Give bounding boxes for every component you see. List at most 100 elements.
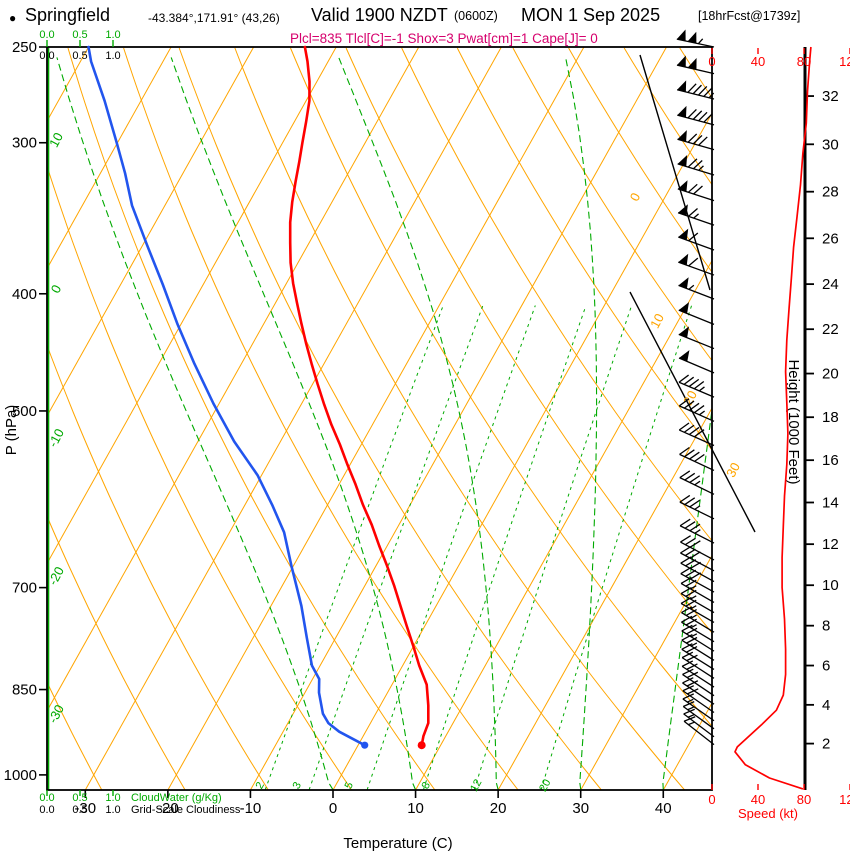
temperature-tick-label: 30 xyxy=(572,800,589,817)
wind-barb xyxy=(677,105,715,126)
wind-barb xyxy=(683,708,715,738)
speed-tick-label-bottom: 80 xyxy=(797,792,811,807)
wind-barb xyxy=(679,446,715,472)
pressure-tick-label: 250 xyxy=(12,39,37,56)
mixing-ratio-line xyxy=(473,305,633,790)
speed-tick-label-bottom: 40 xyxy=(751,792,765,807)
right-edge-orange-labels: 0 10 20 30 xyxy=(627,190,743,480)
cloudwater-scale-bottom: 0.0 xyxy=(39,792,54,804)
dry-adiabat-line xyxy=(47,344,269,790)
right-edge-label: 10 xyxy=(647,311,667,331)
wind-barb xyxy=(678,277,715,300)
dry-adiabat-line xyxy=(345,47,712,634)
isotherm-line xyxy=(47,47,420,712)
height-tick-label: 18 xyxy=(822,409,839,426)
wind-barb xyxy=(681,643,715,670)
wind-barb xyxy=(681,660,715,688)
isotherm-line xyxy=(84,47,502,790)
cloudiness-scale-bottom: 0.5 xyxy=(72,804,87,816)
cloudiness-scale-top: 1.0 xyxy=(105,50,120,62)
mixing-ratio-line xyxy=(366,305,536,790)
valid-time-utc: (0600Z) xyxy=(454,9,498,23)
wind-speed-curve xyxy=(734,46,812,790)
height-tick-label: 32 xyxy=(822,88,839,105)
wind-barb xyxy=(680,576,715,603)
wind-barb xyxy=(676,55,715,75)
height-tick-label: 8 xyxy=(822,618,830,635)
station-coords: -43.384°,171.91° (43,26) xyxy=(148,11,280,25)
right-edge-label: 20 xyxy=(680,388,700,408)
speed-tick-label-top: 40 xyxy=(751,54,765,69)
speed-tick-label-top: 80 xyxy=(797,54,811,69)
wind-barb xyxy=(680,596,715,624)
left-edge-label: 10 xyxy=(46,130,66,150)
mixing-ratio-label: 12 xyxy=(468,777,484,793)
mixing-ratio-label: 3 xyxy=(291,780,304,791)
station-marker-icon: ● xyxy=(9,11,17,25)
wind-barb xyxy=(679,494,715,520)
wind-barb xyxy=(676,80,715,100)
wind-barb xyxy=(678,302,715,325)
speed-tick-label-top: 0 xyxy=(708,54,715,69)
speed-axis-title: Speed (kt) xyxy=(738,806,798,821)
sounding-parameters: Plcl=835 Tlcl[C]=-1 Shox=3 Pwat[cm]=1 Ca… xyxy=(290,31,598,46)
cloudiness-scale-bottom: 1.0 xyxy=(105,804,120,816)
wind-barb xyxy=(678,228,715,251)
mixing-ratio-line xyxy=(422,305,587,790)
height-tick-label: 10 xyxy=(822,577,839,594)
pressure-axis: 250 300 400 500 700 850 1000 P (hPa) xyxy=(3,39,47,784)
cloudwater-scale-bottom: 0.5 xyxy=(72,792,87,804)
height-tick-label: 12 xyxy=(822,536,839,553)
height-tick-label: 6 xyxy=(822,658,830,675)
mixing-ratio-line xyxy=(540,305,693,790)
wind-barb xyxy=(680,546,715,572)
mixing-ratio-label: 8 xyxy=(420,780,433,791)
isotherm-line xyxy=(332,112,712,790)
cloudiness-label: Grid-Scale Cloudiness xyxy=(131,804,241,816)
speed-tick-label-bottom: 0 xyxy=(708,792,715,807)
dry-adiabat-line xyxy=(401,47,712,542)
wind-barb xyxy=(680,535,715,561)
mixing-ratio-line xyxy=(308,305,484,790)
moist-adiabat-line xyxy=(56,57,334,790)
wind-barb xyxy=(682,701,715,730)
wind-barb xyxy=(680,586,715,614)
wind-barb xyxy=(678,398,715,422)
mixing-ratio-label: 5 xyxy=(343,780,356,791)
moist-adiabat-line xyxy=(338,57,499,790)
isotherm-line xyxy=(249,47,667,790)
dry-adiabat-line xyxy=(123,47,519,790)
left-edge-label: 0 xyxy=(48,282,65,295)
height-tick-label: 30 xyxy=(822,136,839,153)
temperature-axis: -30 -20 -10 0 10 20 30 40 Temperature (C) xyxy=(74,790,672,852)
plot-border xyxy=(46,46,713,791)
height-tick-label: 16 xyxy=(822,452,839,469)
right-edge-label: 0 xyxy=(627,190,644,203)
cloudwater-scale-top: 1.0 xyxy=(105,29,120,41)
valid-date: MON 1 Sep 2025 xyxy=(521,5,661,25)
temperature-tick-label: 20 xyxy=(490,800,507,817)
isotherm-line xyxy=(415,259,712,790)
cloudiness-scale-top: 0.0 xyxy=(39,50,54,62)
wind-barb xyxy=(680,556,715,583)
mixing-ratio-line xyxy=(264,305,444,790)
dry-adiabat-line xyxy=(234,47,685,790)
temperature-tick-label: -20 xyxy=(157,800,179,817)
wind-barb xyxy=(681,624,715,652)
dry-adiabat-line xyxy=(568,47,712,274)
moist-adiabat-line xyxy=(170,57,417,790)
cloudiness-scale-top: 0.5 xyxy=(72,50,87,62)
isotherm-line xyxy=(47,47,255,418)
height-tick-label: 14 xyxy=(822,494,839,511)
temperature-curve xyxy=(288,45,430,750)
wind-barb xyxy=(678,374,715,398)
cloud-scale: 0.00.00.00.00.50.50.50.51.01.01.01.0Clou… xyxy=(39,29,241,816)
wind-barb xyxy=(679,470,715,495)
surface-temperature-dot xyxy=(417,741,426,750)
dry-adiabat-line xyxy=(47,514,186,790)
speed-tick-label-bottom: 120 xyxy=(839,792,850,807)
wind-barb xyxy=(677,204,715,226)
speed-tick-label-top: 120 xyxy=(839,54,850,69)
wind-barb xyxy=(681,615,715,643)
